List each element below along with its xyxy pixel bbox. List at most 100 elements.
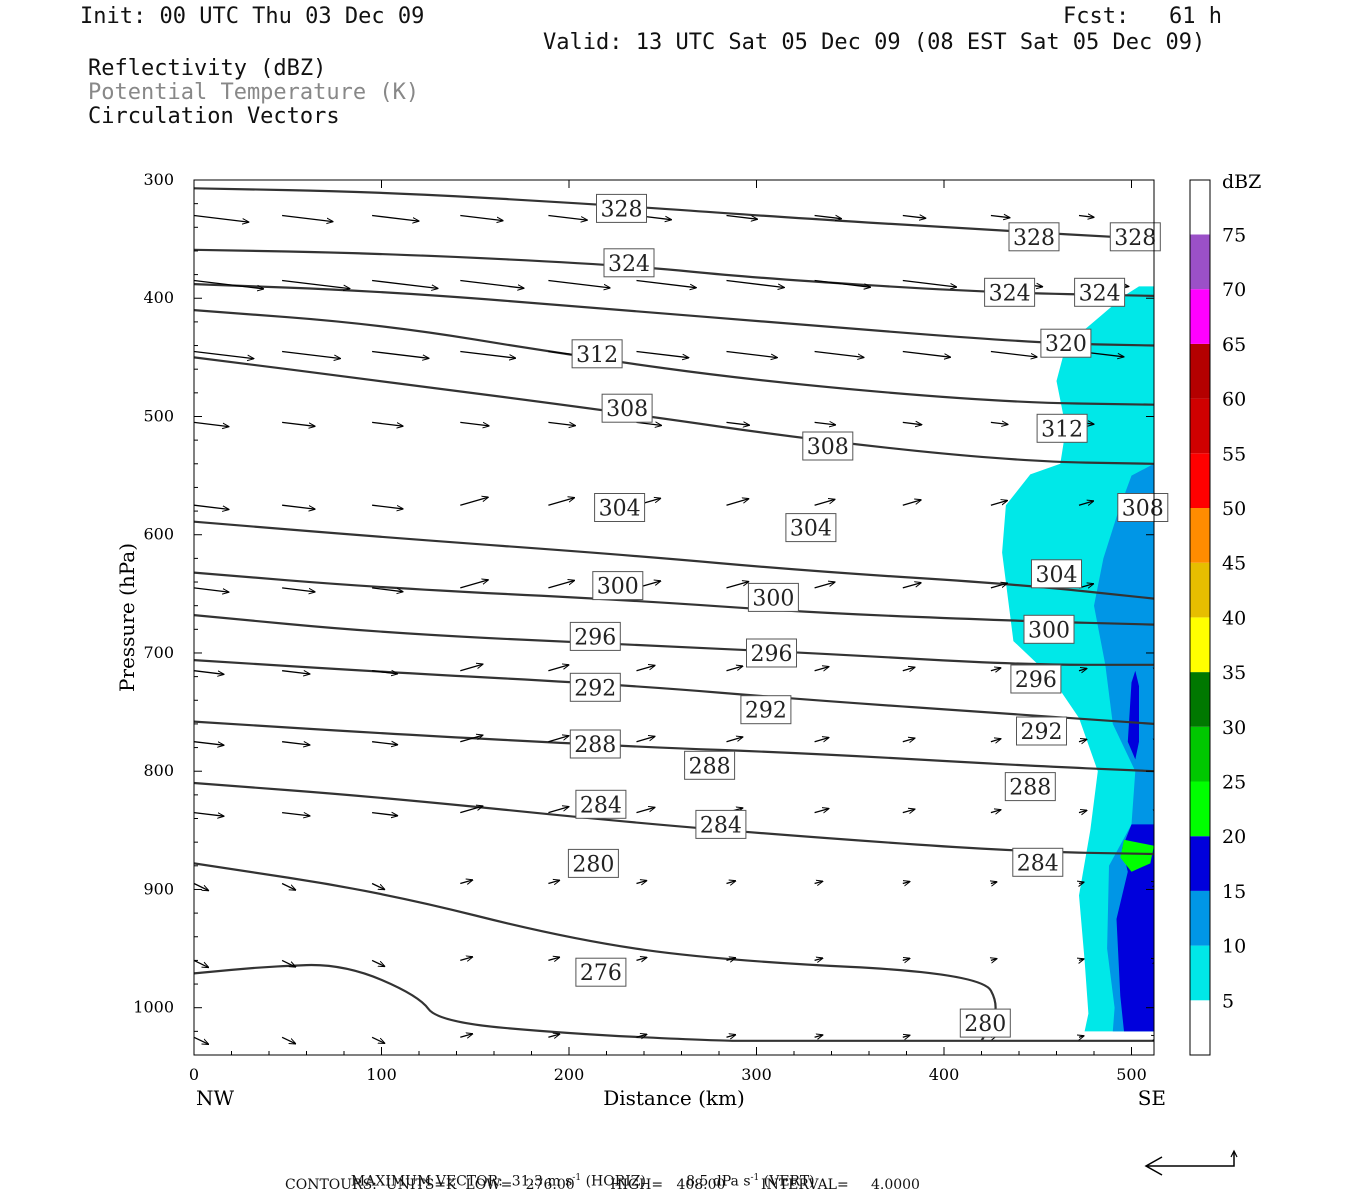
circulation-vector [460,1034,472,1038]
colorbar-swatch [1190,453,1210,508]
circulation-vector [282,421,315,426]
circulation-vector [636,958,647,961]
contour-label: 284 [575,789,627,819]
circulation-vector [814,499,835,506]
circulation-vector [548,1034,559,1037]
circulation-vector [814,216,842,219]
contour-label: 300 [1023,614,1075,644]
colorbar-level-label: 10 [1222,936,1246,958]
colorbar-level-label: 30 [1222,717,1246,739]
contour-label-box [569,672,621,702]
contour-label-text: 280 [964,1012,1006,1037]
colorbar-level-label: 15 [1222,881,1246,903]
reflectivity-region-5dbz [1002,286,1154,1032]
circulation-vector [990,810,1001,813]
colorbar-swatch [1190,890,1210,946]
circulation-vector [1153,422,1154,424]
colorbar-swatch [1190,343,1210,399]
colorbar-level-label: 25 [1222,772,1246,794]
circulation-vector [282,504,315,509]
theta-contour-304 [194,520,1154,600]
circulation-vector [194,811,224,817]
contour-label: 324 [984,277,1036,307]
circulation-vector [548,498,574,506]
x-tick-label: 100 [366,1065,397,1084]
contour-label-text: 284 [1017,851,1059,876]
contour-label-box [1023,614,1075,644]
circulation-vector [372,742,397,745]
circulation-vector [902,809,915,812]
circulation-vector [814,422,836,425]
max-vector-horiz-unit: (HORIZ) [585,1173,646,1190]
colorbar-level-label: 40 [1222,607,1246,629]
y-tick-label: 600 [143,525,174,544]
contour-label-box [1016,716,1067,746]
colorbar-level-label: 55 [1222,443,1246,465]
contour-label: 324 [1074,277,1126,307]
max-vector-vert-unit: (VERT) [763,1173,815,1190]
circulation-vector [1078,810,1087,812]
contour-label-box [1031,559,1082,589]
colorbar-level-label: 50 [1222,498,1246,520]
circulation-vector [194,350,254,359]
contour-label-box [785,513,837,543]
circulation-vector [814,350,864,358]
circulation-vector [902,500,921,506]
circulation-vector [1078,739,1087,741]
contour-label-text: 276 [580,961,622,986]
theta-contour-320 [194,283,1154,347]
contour-label: 328 [1109,222,1161,252]
contour-label-box [601,393,653,423]
contour-label-box [684,750,736,780]
forecast-hour: Fcst: 61 h [1063,4,1222,29]
circulation-vector [990,350,1037,358]
circulation-vector [281,959,295,967]
reference-vector-arrow [1144,1149,1238,1176]
max-vector-vert-exp: -1 [750,1173,760,1183]
contour-label-text: 328 [1013,226,1055,251]
circulation-vector [726,737,743,743]
circulation-vector [990,739,1001,742]
circulation-vector [1154,740,1160,742]
x-axis-left-end: NW [196,1086,235,1110]
colorbar-level-label: 35 [1222,662,1246,684]
circulation-vector [460,350,515,359]
circulation-vector [371,882,385,890]
circulation-vector [194,214,249,223]
colorbar-swatch [1190,617,1210,673]
contour-label-text: 292 [574,676,616,701]
circulation-vector [636,666,655,672]
circulation-vector [990,668,1001,671]
contour-label-box [567,848,619,878]
circulation-vector [814,958,823,960]
circulation-vector [548,279,610,288]
circulation-vector [814,881,823,883]
x-axis-label: Distance (km) [603,1086,745,1110]
circulation-vector [636,736,655,743]
circulation-vector [372,504,403,509]
colorbar-swatch [1190,672,1210,727]
circulation-vector [460,664,482,672]
circulation-vector [371,1036,385,1043]
contour-label-text: 296 [1015,668,1057,693]
theta-contour-308 [194,356,1154,465]
contour-label-box [1117,493,1169,522]
contour-label: 296 [746,638,797,668]
colorbar-swatch [1190,945,1210,1001]
circulation-vector [460,214,503,221]
contour-label: 304 [1031,559,1082,589]
circulation-vector [814,738,829,742]
colorbar-level-label: 45 [1222,553,1246,575]
contour-label-text: 288 [1009,776,1051,801]
contour-label: 292 [569,672,621,702]
contour-label: 320 [1040,328,1092,358]
circulation-vector [194,1036,208,1044]
colorbar-swatch [1190,398,1210,454]
circulation-vector [460,735,482,743]
colorbar-frame [1189,179,1211,1056]
circulation-vector [990,422,1008,424]
contour-label-text: 308 [1122,497,1164,522]
colorbar-swatch [1190,562,1210,618]
circulation-vector [990,216,1010,218]
axes-layer: 300 400 500 600 700 800 900 1000 0 100 200 300 400 50… [115,170,1166,1110]
